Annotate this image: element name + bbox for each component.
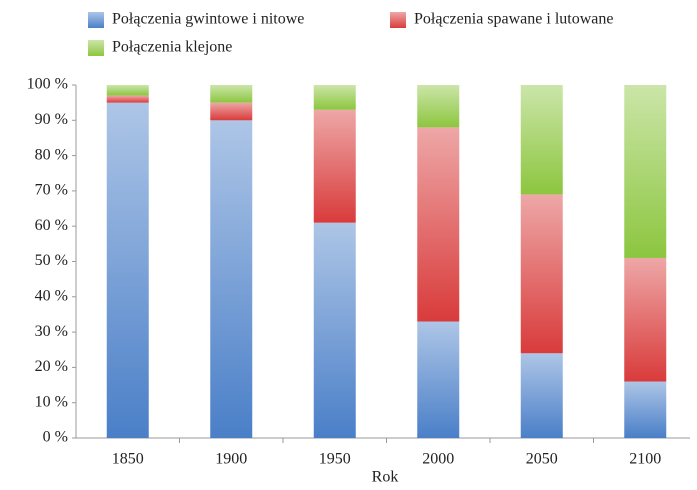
y-tick-label: 80 % bbox=[35, 146, 68, 163]
y-tick-label: 30 % bbox=[35, 323, 68, 340]
x-axis-label: Rok bbox=[372, 469, 399, 486]
legend-swatch bbox=[88, 12, 104, 28]
y-tick-label: 10 % bbox=[35, 393, 68, 410]
legend-swatch bbox=[88, 40, 104, 56]
bar-segment bbox=[106, 85, 149, 96]
bar-segment bbox=[210, 120, 253, 439]
bar-segment bbox=[520, 194, 563, 354]
bar-segment bbox=[520, 353, 563, 438]
bar-segment bbox=[624, 85, 667, 258]
x-tick-label: 1850 bbox=[112, 451, 144, 468]
bar-segment bbox=[417, 85, 460, 128]
y-tick-label: 20 % bbox=[35, 358, 68, 375]
x-tick-label: 2000 bbox=[422, 451, 454, 468]
x-tick-label: 1900 bbox=[215, 451, 247, 468]
bar-segment bbox=[417, 127, 460, 322]
bar-segment bbox=[417, 321, 460, 438]
y-tick-label: 40 % bbox=[35, 287, 68, 304]
bar-segment bbox=[624, 381, 667, 438]
legend-label: Połączenia klejone bbox=[112, 39, 232, 56]
bar-segment bbox=[313, 222, 356, 438]
bar-segment bbox=[624, 257, 667, 382]
y-tick-label: 60 % bbox=[35, 217, 68, 234]
bar-segment bbox=[520, 85, 563, 195]
x-tick-label: 2050 bbox=[526, 451, 558, 468]
bar-segment bbox=[106, 102, 149, 439]
bar-segment bbox=[210, 102, 253, 121]
y-tick-label: 100 % bbox=[27, 76, 68, 93]
x-tick-label: 2100 bbox=[629, 451, 661, 468]
bar-segment bbox=[106, 95, 149, 103]
bar-segment bbox=[210, 85, 253, 103]
bar-segment bbox=[313, 85, 356, 110]
legend-label: Połączenia gwintowe i nitowe bbox=[112, 11, 304, 28]
y-tick-label: 50 % bbox=[35, 252, 68, 269]
legend-swatch bbox=[390, 12, 406, 28]
x-tick-label: 1950 bbox=[319, 451, 351, 468]
y-tick-label: 0 % bbox=[43, 429, 68, 446]
bar-segment bbox=[313, 109, 356, 223]
legend-label: Połączenia spawane i lutowane bbox=[414, 11, 613, 28]
y-tick-label: 90 % bbox=[35, 111, 68, 128]
y-tick-label: 70 % bbox=[35, 182, 68, 199]
